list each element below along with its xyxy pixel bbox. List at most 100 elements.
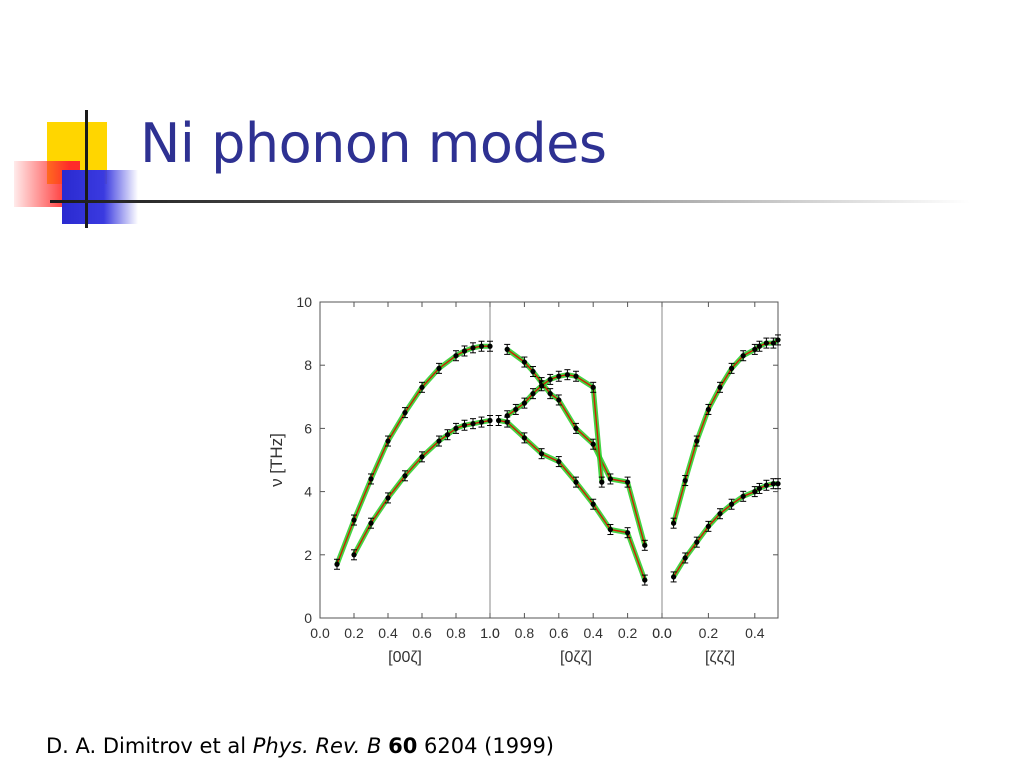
panel-axis-label: [00ζ] [388,649,422,666]
data-point [513,406,519,413]
data-point [705,406,711,413]
theory-band [671,337,781,526]
data-point [729,365,735,371]
y-tick-label: 8 [304,357,312,373]
data-point [599,479,605,485]
data-point [671,574,677,580]
x-tick-label: 0.8 [446,625,466,641]
theory-curve [497,419,646,581]
data-point [470,421,476,427]
x-tick-label: 0.8 [515,625,535,641]
x-tick-label: 1.0 [480,625,500,641]
data-point [539,383,545,389]
x-tick-label: 0.2 [618,625,638,641]
x-tick-label: 0.0 [652,625,672,641]
data-point [478,419,485,425]
panel-axis-label: [ζζζ] [705,649,735,666]
data-point [607,476,613,482]
x-tick-label: 0.0 [652,625,672,641]
data-point [775,337,781,343]
data-point [556,458,562,465]
slide-title: Ni phonon modes [140,112,607,175]
data-point [740,493,746,499]
theory-band [671,481,781,580]
data-point [775,481,781,487]
data-point [682,477,688,484]
data-point [625,479,631,485]
data-point [521,435,527,441]
y-tick-label: 4 [304,484,312,500]
data-point [444,432,451,438]
data-point [419,384,425,390]
data-point [521,400,527,406]
x-tick-label: 0.4 [583,625,603,641]
data-point [573,425,579,431]
citation-journal: Phys. Rev. B [252,734,382,758]
data-point [564,372,570,378]
theory-band [496,418,648,583]
data-point [590,441,596,447]
data-point [770,481,776,487]
data-point [756,485,763,492]
data-point [402,473,408,479]
data-point [694,539,700,545]
data-point [756,343,763,349]
title-underline [50,200,970,203]
x-tick-label: 1.0 [480,625,500,641]
data-point [556,397,562,403]
data-point [530,391,536,397]
data-point [752,346,758,352]
theory-band [334,343,493,567]
data-point [590,501,596,507]
data-point [625,530,631,536]
x-tick-label: 0.6 [412,625,432,641]
y-axis-label: ν [THz] [267,433,286,487]
data-point [729,501,735,507]
y-tick-label: 0 [304,610,312,626]
data-point [547,391,553,397]
data-point [436,365,442,371]
data-point [573,479,579,485]
data-point [752,489,758,495]
data-point [763,482,769,488]
data-point [368,520,374,526]
data-point [385,495,391,501]
data-point [547,376,553,383]
citation-volume: 60 [388,734,418,758]
data-point [642,542,648,548]
data-point [351,517,357,523]
x-tick-label: 0.4 [378,625,398,641]
theory-band [351,418,493,558]
data-point [770,340,776,346]
data-point [385,438,391,444]
data-point [530,368,536,375]
data-point [453,353,459,359]
y-tick-label: 10 [296,294,312,310]
data-point [368,476,374,482]
data-point [705,523,711,529]
data-point [436,438,442,444]
theory-curve [353,419,491,556]
data-point [642,577,648,583]
data-point [487,417,493,424]
data-point [461,422,468,428]
theory-band [504,372,605,485]
data-point [351,552,357,558]
data-point [478,343,485,349]
data-point [453,425,459,431]
data-point [402,410,408,416]
theory-curve [672,339,779,524]
x-tick-label: 0.2 [699,625,719,641]
data-point [461,348,468,354]
data-point [504,419,510,425]
citation-authors: D. A. Dimitrov et al [46,734,247,758]
data-point [556,373,562,379]
plot-frame [319,301,779,619]
decor-blue-square [62,170,138,224]
x-tick-label: 0.4 [745,625,765,641]
data-point [763,340,769,346]
theory-curve [506,374,603,483]
theory-curve [672,483,779,578]
data-point [590,384,596,390]
